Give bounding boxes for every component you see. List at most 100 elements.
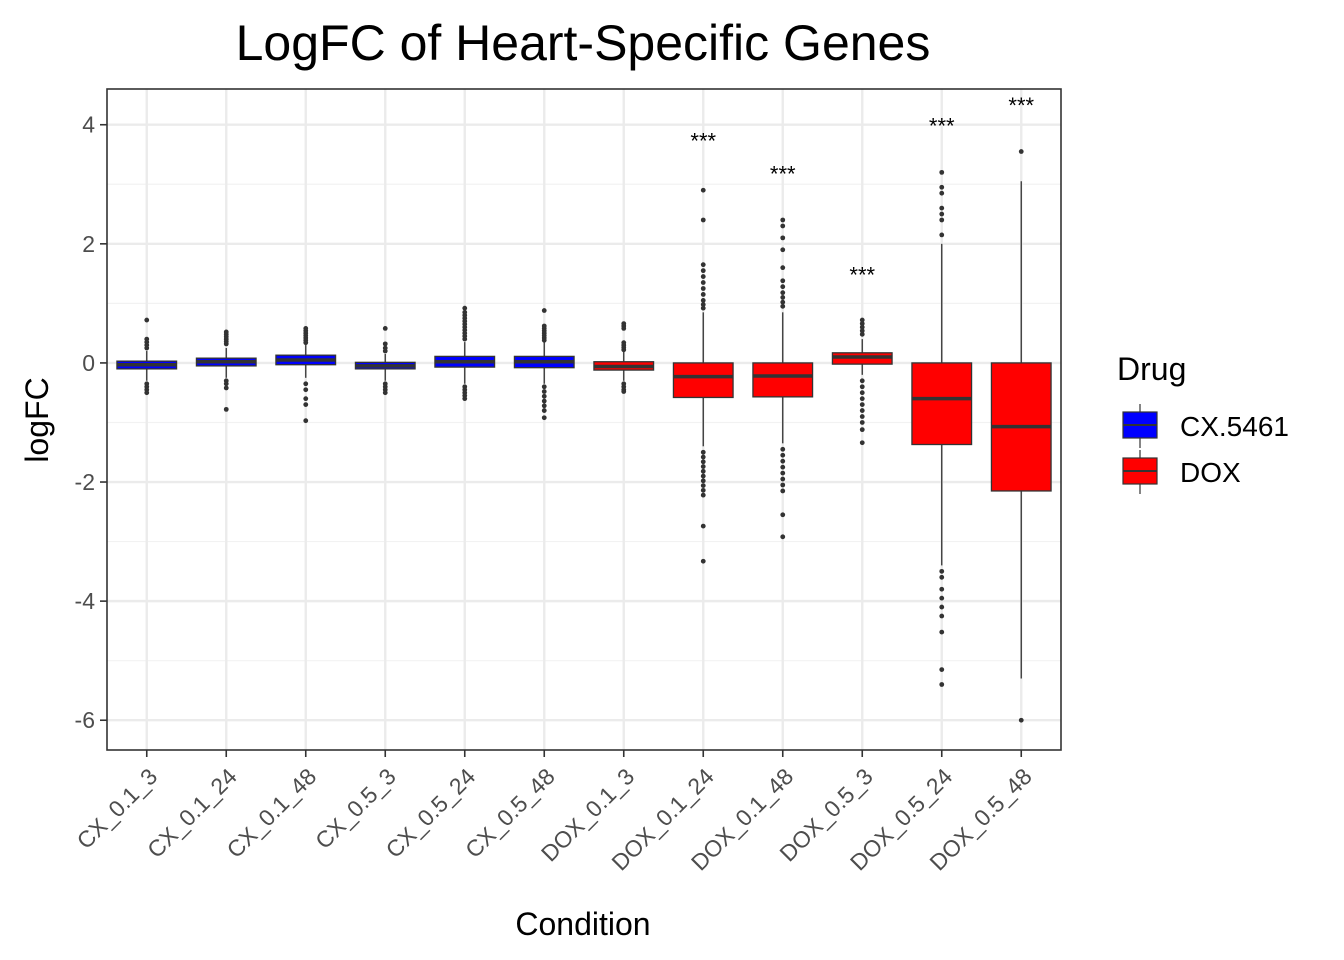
outlier-point [780,284,786,290]
outlier-point [700,305,706,311]
outlier-point [780,295,786,300]
outlier-point [700,268,706,274]
outlier-point [700,286,706,291]
outlier-point [700,523,706,529]
legend-label-dox: DOX [1180,457,1241,488]
significance-label: *** [690,129,716,154]
outlier-point [303,381,309,387]
outlier-point [780,488,786,494]
outlier-point [780,290,786,296]
outlier-point [780,247,786,253]
legend-label-cx5461: CX.5461 [1180,411,1289,442]
significance-label: *** [1008,93,1034,118]
outlier-point [939,613,945,619]
outlier-point [621,325,627,331]
outlier-point [223,385,229,391]
outlier-point [223,381,229,387]
outlier-point [859,414,865,419]
legend: Drug CX.5461 DOX [1117,351,1289,494]
y-tick-label: 2 [82,231,95,257]
outlier-point [303,402,309,408]
y-axis-title: logFC [19,377,55,462]
outlier-point [700,483,706,488]
outlier-point [144,345,150,351]
outlier-point [541,398,547,404]
y-tick-label: -4 [75,588,96,614]
box-DOX_0.1_48 [752,217,814,540]
outlier-point [939,568,945,574]
y-tick-label: -6 [75,707,95,733]
box-DOX_0.5_48 [990,149,1052,723]
outlier-point [462,305,468,311]
outlier-point [939,169,945,175]
y-tick-label: 4 [82,112,95,138]
legend-item-dox: DOX [1122,450,1241,494]
outlier-point [939,232,945,238]
outlier-point [939,217,945,223]
outlier-point [780,452,786,458]
outlier-point [859,328,865,334]
outlier-point [859,321,865,327]
box-CX_0.1_48 [275,325,337,424]
outlier-point [700,558,706,564]
outlier-point [303,387,309,393]
outlier-point [939,574,945,580]
outlier-point [541,393,547,399]
box-DOX_0.1_24 [672,187,734,564]
outlier-point [700,464,706,469]
outlier-point [859,440,865,446]
box-CX_0.5_48 [513,308,575,421]
outlier-point [780,217,786,223]
outlier-point [541,384,547,390]
outlier-point [462,336,468,342]
outlier-point [700,468,706,474]
outlier-point [700,274,706,279]
outlier-point [462,396,468,402]
outlier-point [780,303,786,309]
outlier-point [541,308,547,313]
outlier-point [780,446,786,452]
outlier-point [939,586,945,592]
box-CX_0.1_24 [195,329,257,412]
outlier-point [859,408,865,413]
outlier-point [382,341,388,347]
outlier-point [541,408,547,413]
outlier-point [939,184,945,190]
outlier-point [859,390,865,396]
outlier-point [700,473,706,479]
outlier-point [700,459,706,465]
significance-label: *** [929,114,955,139]
box-DOX_0.1_3 [593,321,655,394]
outlier-point [700,298,706,303]
outlier-point [859,420,865,425]
outlier-point [303,418,309,424]
outlier-point [1018,149,1024,154]
outlier-point [144,390,150,396]
outlier-point [780,458,786,464]
outlier-point [621,347,627,353]
outlier-point [939,595,945,601]
outlier-point [939,205,945,211]
y-tick-label: 0 [82,350,95,376]
outlier-point [541,403,547,409]
outlier-point [621,389,627,394]
outlier-point [939,190,945,196]
outlier-point [859,427,865,433]
outlier-point [780,464,786,470]
outlier-point [700,449,706,455]
legend-item-cx5461: CX.5461 [1122,404,1289,448]
outlier-point [541,389,547,394]
box-DOX_0.5_24 [911,169,973,687]
outlier-point [303,396,309,402]
outlier-point [780,278,786,284]
outlier-point [859,331,865,337]
outlier-point [223,406,229,412]
box-DOX_0.5_3 [831,317,893,446]
outlier-point [382,325,388,331]
box-iqr [911,362,973,446]
outlier-point [780,235,786,241]
outlier-point [144,317,150,323]
outlier-point [700,292,706,297]
outlier-point [700,454,706,460]
